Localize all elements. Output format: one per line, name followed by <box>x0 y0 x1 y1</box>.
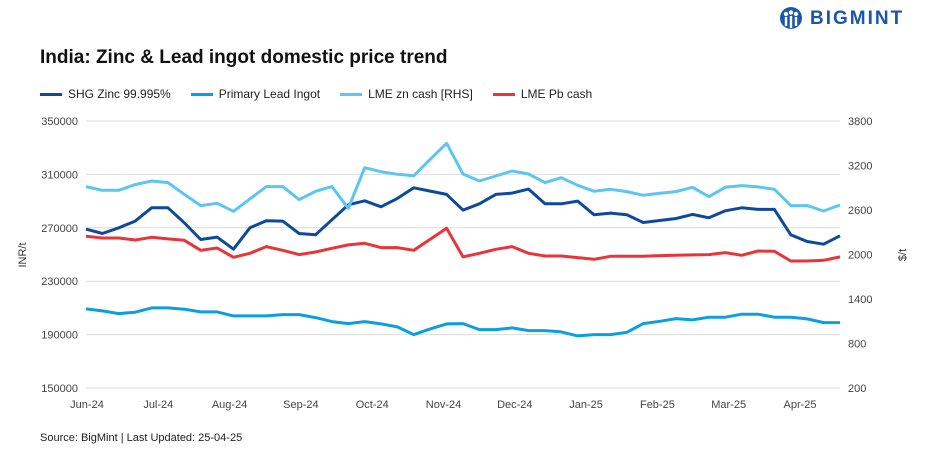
y-tick-label-left: 310000 <box>41 169 78 181</box>
chart-title: India: Zinc & Lead ingot domestic price … <box>40 47 448 68</box>
y-tick-label-left: 230000 <box>41 276 78 288</box>
y-axis-title-right: $/t <box>897 249 909 261</box>
x-tick-label: Apr-25 <box>783 399 816 411</box>
source-note: Source: BigMint | Last Updated: 25-04-25 <box>40 432 243 444</box>
x-tick-label: Feb-25 <box>640 399 675 411</box>
y-tick-label-right: 3200 <box>848 161 872 173</box>
legend-item-shg-zinc: SHG Zinc 99.995% <box>40 87 171 101</box>
y-axis-title-left: INR/t <box>17 242 29 267</box>
y-tick-label-right: 1400 <box>848 294 872 306</box>
x-tick-label: Jan-25 <box>569 399 603 411</box>
chart-legend: SHG Zinc 99.995% Primary Lead Ingot LME … <box>40 87 592 101</box>
legend-label: LME Pb cash <box>520 87 593 101</box>
x-tick-label: Aug-24 <box>212 399 247 411</box>
x-tick-label: Dec-24 <box>497 399 532 411</box>
x-tick-label: Jul-24 <box>143 399 173 411</box>
y-tick-label-left: 150000 <box>41 383 78 395</box>
x-tick-label: Nov-24 <box>426 399 461 411</box>
y-tick-label-right: 3800 <box>848 116 872 128</box>
y-tick-label-right: 2000 <box>848 250 872 262</box>
legend-label: Primary Lead Ingot <box>218 87 321 101</box>
y-tick-label-right: 200 <box>848 383 866 395</box>
legend-swatch <box>340 92 363 96</box>
series-line-1 <box>85 306 840 338</box>
y-tick-label-left: 350000 <box>41 116 78 128</box>
legend-label: LME zn cash [RHS] <box>368 87 473 101</box>
bigmint-logo: BIGMINT <box>778 6 904 32</box>
legend-item-lme-pb: LME Pb cash <box>492 87 593 101</box>
x-tick-label: Mar-25 <box>711 399 746 411</box>
legend-swatch <box>190 92 213 96</box>
x-tick-label: Sep-24 <box>283 399 318 411</box>
y-tick-label-left: 190000 <box>41 330 78 342</box>
x-tick-label: Jun-24 <box>70 399 104 411</box>
legend-label: SHG Zinc 99.995% <box>68 87 171 101</box>
series-line-3 <box>85 226 841 263</box>
legend-swatch <box>492 92 515 96</box>
series-line-0 <box>85 186 841 251</box>
bigmint-logo-icon <box>780 7 802 29</box>
brand-name: BIGMINT <box>810 8 905 29</box>
x-tick-label: Oct-24 <box>356 399 389 411</box>
y-tick-label-left: 270000 <box>41 223 78 235</box>
legend-item-primary-lead: Primary Lead Ingot <box>190 87 321 101</box>
legend-item-lme-zn: LME zn cash [RHS] <box>340 87 473 101</box>
y-tick-label-right: 2600 <box>848 205 872 217</box>
legend-swatch <box>40 92 62 96</box>
y-tick-label-right: 800 <box>848 339 866 351</box>
series-line-2 <box>85 141 841 213</box>
